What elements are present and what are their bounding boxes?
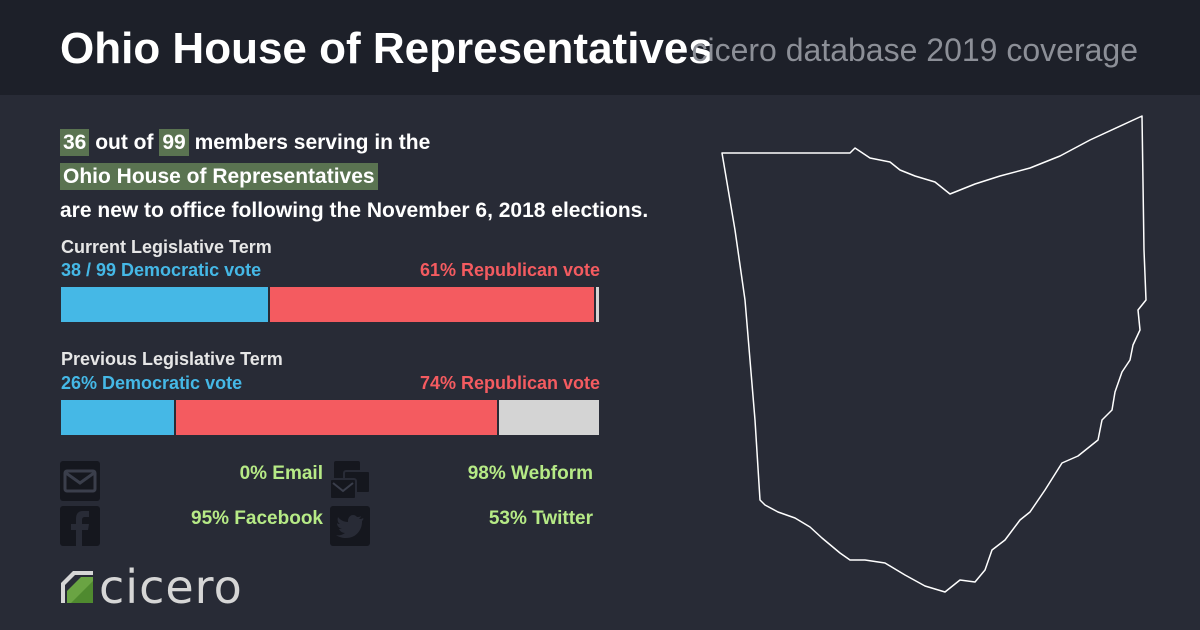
- webform-icon: [330, 461, 370, 500]
- previous-rep-segment: [173, 400, 497, 435]
- current-term-bar: [61, 287, 599, 322]
- cicero-logo: cicero: [61, 560, 243, 614]
- headline: 36 out of 99 members serving in the Ohio…: [60, 126, 648, 228]
- page-subtitle: cicero database 2019 coverage: [691, 32, 1138, 68]
- previous-other-segment: [496, 400, 599, 435]
- closing-text: are new to office following the November…: [60, 199, 649, 222]
- twitter-icon: [330, 506, 370, 546]
- webform-coverage: 98% Webform: [467, 463, 593, 484]
- email-icon: [60, 461, 100, 501]
- facebook-icon: [60, 506, 100, 546]
- twitter-coverage: 53% Twitter: [488, 508, 593, 529]
- current-term-label: Current Legislative Term: [61, 237, 272, 257]
- email-coverage: 0% Email: [239, 463, 323, 484]
- ohio-map: [721, 115, 1147, 593]
- chamber-name: Ohio House of Representatives: [60, 163, 378, 190]
- cicero-mark-icon: [61, 571, 93, 603]
- members-text: members serving in the: [194, 131, 431, 154]
- previous-term-bar: [61, 400, 599, 435]
- new-members-count: 36: [60, 129, 90, 156]
- current-dem-segment: [61, 287, 268, 322]
- previous-rep-label: 74% Republican vote: [419, 373, 600, 393]
- total-members-count: 99: [159, 129, 189, 156]
- cicero-wordmark: cicero: [99, 560, 243, 614]
- page-title: Ohio House of Representatives: [60, 24, 713, 73]
- facebook-coverage: 95% Facebook: [191, 508, 323, 529]
- out-of-text: out of: [95, 131, 154, 154]
- current-other-segment: [593, 287, 599, 322]
- current-rep-segment: [267, 287, 594, 322]
- previous-dem-segment: [61, 400, 174, 435]
- current-dem-label: 38 / 99 Democratic vote: [61, 260, 262, 280]
- header-bar: Ohio House of Representatives cicero dat…: [0, 0, 1200, 95]
- current-rep-label: 61% Republican vote: [419, 260, 600, 280]
- previous-term-label: Previous Legislative Term: [61, 349, 283, 369]
- previous-dem-label: 26% Democratic vote: [61, 373, 243, 393]
